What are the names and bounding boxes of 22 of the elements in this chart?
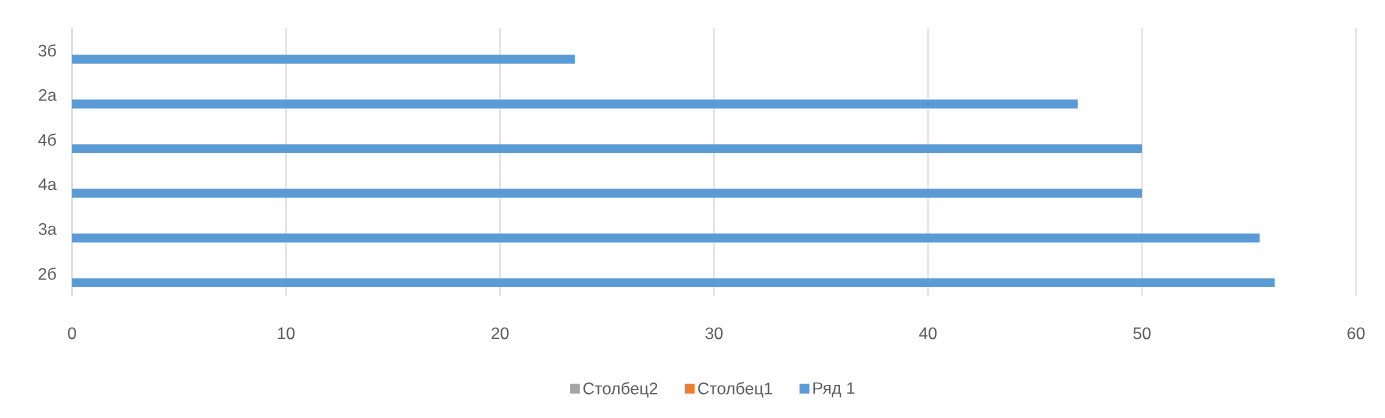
bar [72,54,575,64]
bar [72,188,1143,198]
y-tick-label: 2а [38,89,57,101]
legend-label: Ряд 1 [813,382,855,398]
y-tick-label: 4б [38,133,56,146]
legend-label: Столбец1 [698,381,773,398]
x-tick-label: 40 [919,327,937,340]
x-tick-label: 30 [705,327,723,340]
bar [72,144,1143,154]
legend-label: Столбец2 [583,381,658,398]
y-tick-label: 3б [38,44,56,57]
x-tick-label: 50 [1133,327,1151,340]
bar [72,99,1078,109]
x-tick-label: 60 [1347,327,1365,340]
x-tick-label: 10 [278,327,295,340]
x-tick-label: 0 [68,327,76,340]
bar [72,278,1275,288]
y-tick-label: 4а [38,178,57,191]
y-tick-label: 2б [38,267,56,280]
bar [72,233,1260,243]
x-tick-label: 20 [491,327,509,340]
y-tick-label: 3а [38,223,57,235]
